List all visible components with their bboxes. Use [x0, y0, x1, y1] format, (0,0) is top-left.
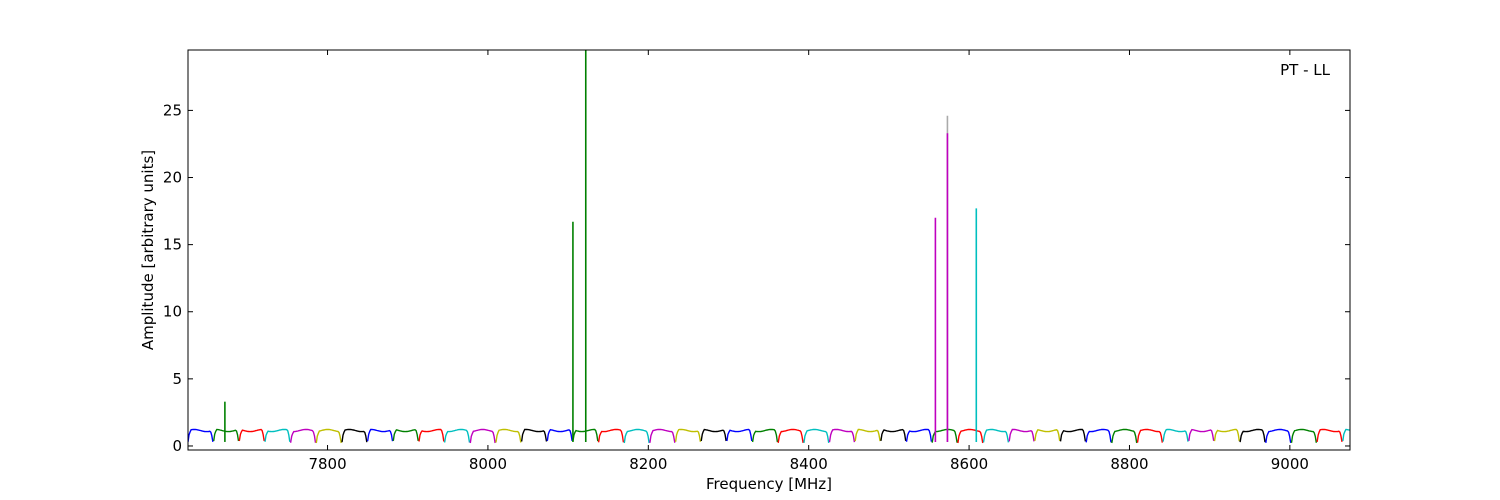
channel-segment: [1162, 428, 1189, 442]
channel-segment: [469, 428, 496, 444]
channel-segment: [649, 428, 676, 443]
channel-segment: [1342, 428, 1350, 442]
channel-segment: [264, 428, 291, 442]
channel-segment: [366, 428, 394, 442]
channel-segment: [1265, 428, 1292, 444]
channel-segment: [418, 428, 445, 442]
x-tick-label: 8600: [950, 455, 988, 473]
channel-segment: [546, 428, 573, 442]
channel-segment: [1059, 428, 1087, 442]
channel-segment: [751, 428, 779, 443]
x-axis: 7800 8000 8200 8400 8600 8800 9000: [308, 50, 1309, 473]
channel-segment: [1008, 428, 1035, 442]
channel-segment: [931, 428, 958, 443]
channel-segment: [623, 428, 650, 444]
channel-segment: [1034, 429, 1061, 442]
channel-segment: [1111, 428, 1138, 444]
channel-segment: [700, 428, 727, 442]
x-tick-label: 8000: [469, 455, 507, 473]
channel-segment: [905, 428, 933, 442]
y-axis: 0 5 10 15 20 25: [163, 101, 1350, 455]
channel-segment: [674, 428, 702, 442]
x-tick-label: 8800: [1110, 455, 1148, 473]
channel-segment: [777, 428, 804, 444]
channel-segment: [1316, 428, 1343, 443]
x-axis-label: Frequency [MHz]: [706, 475, 832, 493]
channel-segment: [597, 428, 625, 443]
y-tick-label: 25: [163, 101, 182, 119]
channel-segment: [1136, 428, 1163, 443]
channel-segment: [341, 428, 368, 443]
channel-segment: [880, 428, 907, 442]
x-tick-label: 7800: [308, 455, 346, 473]
y-tick-label: 0: [172, 437, 182, 455]
plot-annotation: PT - LL: [1280, 61, 1331, 79]
channel-segment: [520, 428, 548, 442]
channel-segment: [188, 428, 214, 443]
channel-segment: [803, 428, 830, 444]
spike-layer: [224, 50, 978, 442]
channel-segment: [1213, 428, 1240, 442]
channel-segment: [238, 428, 265, 442]
channel-segment: [1188, 428, 1215, 442]
y-axis-label: Amplitude [arbitrary units]: [139, 150, 157, 350]
channel-segment: [392, 428, 419, 442]
y-tick-label: 5: [172, 370, 182, 388]
channel-segment: [1239, 428, 1266, 443]
x-tick-label: 8400: [790, 455, 828, 473]
y-tick-label: 15: [163, 236, 182, 254]
x-tick-label: 9000: [1271, 455, 1309, 473]
x-tick-label: 8200: [629, 455, 667, 473]
plot-frame: [187, 49, 1351, 451]
channel-segment: [289, 428, 317, 443]
channel-segment: [443, 428, 471, 443]
y-tick-label: 10: [163, 303, 182, 321]
channel-segment: [726, 428, 753, 442]
series-layer: [188, 428, 1350, 444]
channel-segment: [957, 428, 984, 444]
channel-segment: [315, 428, 342, 444]
plot-area: [188, 50, 1350, 444]
channel-segment: [982, 428, 1010, 443]
channel-segment: [213, 428, 240, 442]
channel-segment: [828, 428, 856, 443]
y-tick-label: 20: [163, 169, 182, 187]
channel-segment: [854, 428, 881, 442]
channel-segment: [1085, 428, 1112, 443]
channel-segment: [495, 428, 522, 443]
channel-segment: [1290, 428, 1317, 443]
